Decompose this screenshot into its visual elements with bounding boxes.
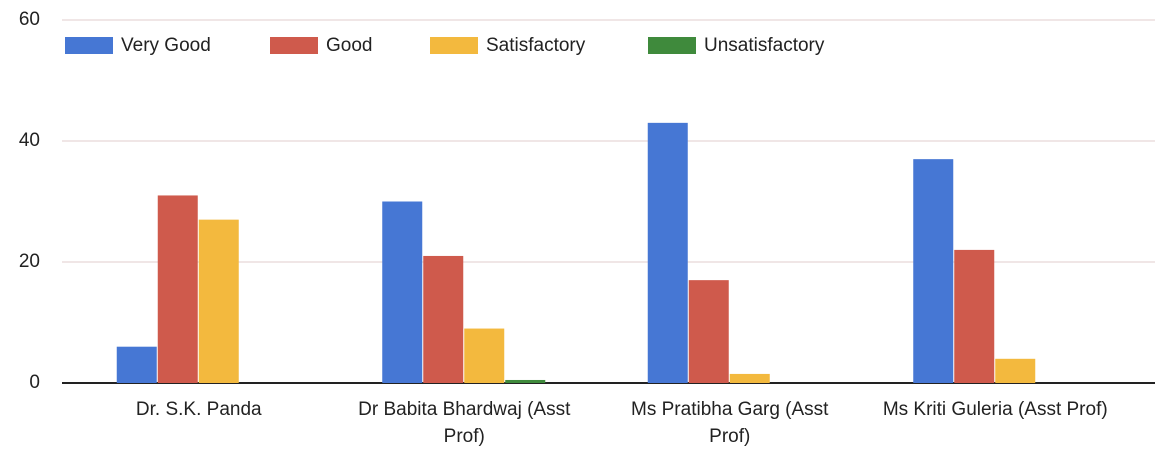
bar [157,195,198,383]
y-tick-label: 20 [19,251,40,272]
bar [913,159,954,383]
x-tick-label: Ms Kriti Guleria (Asst Prof) [882,399,1108,420]
legend-label: Very Good [121,35,211,56]
x-tick-label: Ms Pratibha Garg (Asst Prof) [631,399,829,447]
legend-label: Good [326,35,372,56]
legend-label: Satisfactory [486,35,586,56]
y-tick-label: 40 [19,130,40,151]
legend-swatch [270,37,318,54]
y-tick-label: 0 [29,372,40,393]
bar [382,201,423,383]
bar [505,379,546,383]
legend-swatch [65,37,113,54]
bar [688,280,729,383]
bar [423,255,464,383]
bar [995,358,1036,383]
x-tick-label: Dr Babita Bhardwaj (Asst Prof) [358,399,571,447]
bar [116,346,157,383]
bar [647,122,688,383]
y-tick-label: 60 [19,9,40,30]
legend-label: Unsatisfactory [704,35,825,56]
bar [729,373,770,383]
legend-swatch [430,37,478,54]
bar [954,249,995,383]
bar [198,219,239,383]
x-tick-label: Dr. S.K. Panda [135,399,262,420]
legend-swatch [648,37,696,54]
bar [464,328,505,383]
